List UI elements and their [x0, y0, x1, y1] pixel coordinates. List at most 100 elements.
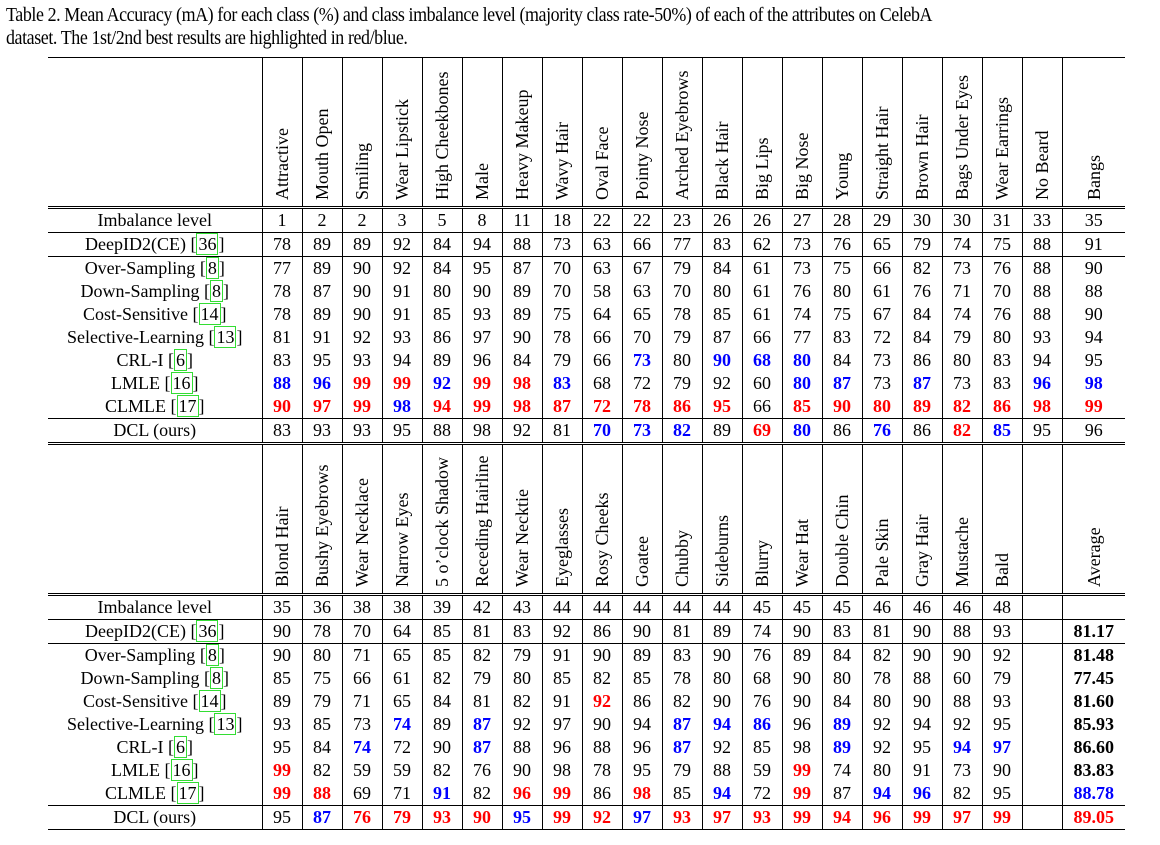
attribute-name: Black Hair: [712, 121, 732, 200]
citation-link[interactable]: 6: [174, 736, 187, 758]
accuracy-cell: 85: [661, 782, 702, 806]
accuracy-value: 82: [473, 645, 491, 665]
accuracy-value: 88: [1033, 234, 1051, 254]
imbalance-value: [1021, 593, 1062, 620]
accuracy-cell: 80: [861, 759, 902, 782]
accuracy-cell: 80: [821, 667, 862, 690]
accuracy-cell: 73: [621, 418, 662, 443]
accuracy-value: 85: [433, 645, 451, 665]
accuracy-value: 85: [433, 304, 451, 324]
citation-link[interactable]: 17: [176, 782, 199, 804]
accuracy-cell: 99: [461, 395, 502, 419]
accuracy-cell: 70: [661, 280, 702, 303]
accuracy-value: 78: [873, 668, 891, 688]
accuracy-value: 63: [593, 234, 611, 254]
accuracy-cell: 96: [621, 736, 662, 759]
citation-link[interactable]: 36: [196, 233, 219, 255]
accuracy-value: 88.78: [1073, 783, 1115, 803]
accuracy-cell: 94: [861, 782, 902, 806]
accuracy-value: 90: [793, 691, 811, 711]
citation-link[interactable]: 36: [196, 620, 219, 642]
accuracy-value: 67: [633, 258, 651, 278]
accuracy-value: 75: [993, 234, 1011, 254]
citation-link[interactable]: 17: [176, 395, 199, 417]
accuracy-value: 80: [673, 350, 691, 370]
attribute-header: 5 o’clock Shadow: [421, 444, 462, 595]
accuracy-cell: 90: [581, 643, 622, 667]
accuracy-cell: 83.83: [1061, 759, 1125, 782]
accuracy-value: 84: [833, 350, 851, 370]
accuracy-value: 86: [913, 420, 931, 440]
accuracy-cell: 80: [781, 372, 822, 395]
citation-link[interactable]: 16: [170, 759, 193, 781]
attribute-name: Brown Hair: [912, 114, 932, 200]
accuracy-value: 82: [433, 668, 451, 688]
accuracy-cell: 90: [781, 690, 822, 713]
citation-link[interactable]: 8: [210, 280, 223, 302]
accuracy-cell: 96: [541, 736, 582, 759]
accuracy-value: 95: [913, 737, 931, 757]
method-name: Over-Sampling: [84, 645, 200, 665]
accuracy-value: 79: [673, 760, 691, 780]
accuracy-value: 94: [873, 783, 891, 803]
citation-link[interactable]: 6: [174, 349, 187, 371]
accuracy-value: 97: [473, 327, 491, 347]
accuracy-cell: 93: [421, 805, 462, 830]
accuracy-cell: 96: [461, 349, 502, 372]
citation-link[interactable]: 8: [205, 257, 219, 279]
accuracy-value: 91: [313, 327, 331, 347]
accuracy-cell: 87: [461, 736, 502, 759]
citation-link[interactable]: 16: [170, 372, 193, 394]
citation-link[interactable]: 13: [214, 326, 237, 348]
accuracy-value: 94: [633, 714, 651, 734]
accuracy-value: 89: [513, 304, 531, 324]
attribute-name: 5 o’clock Shadow: [432, 457, 452, 587]
accuracy-value: 73: [873, 373, 891, 393]
imbalance-value: 44: [701, 593, 742, 620]
method-row: Selective-Learning [13] 81 91 92 93 86 97 90 78 6…: [48, 326, 1125, 349]
citation-link[interactable]: 14: [198, 303, 221, 325]
accuracy-value: 94: [1033, 350, 1051, 370]
caption-line-1: Table 2. Mean Accuracy (mA) for each cla…: [6, 5, 933, 26]
accuracy-value: 81: [473, 691, 491, 711]
accuracy-value: 73: [873, 350, 891, 370]
citation-link[interactable]: 8: [205, 644, 219, 666]
accuracy-cell: 89: [301, 256, 342, 280]
citation-link[interactable]: 8: [210, 667, 223, 689]
accuracy-cell: 67: [861, 303, 902, 326]
accuracy-cell: 97: [941, 805, 982, 830]
accuracy-value: 84: [313, 737, 331, 757]
accuracy-value: 78: [673, 668, 691, 688]
attribute-name: Wear Lipstick: [392, 98, 412, 200]
accuracy-value: 76: [993, 304, 1011, 324]
accuracy-value: 93: [313, 420, 331, 440]
accuracy-value: 90: [913, 645, 931, 665]
accuracy-cell: 93: [1021, 326, 1062, 349]
accuracy-value: 85: [273, 668, 291, 688]
accuracy-value: 74: [793, 304, 811, 324]
accuracy-cell: 84: [701, 256, 742, 280]
accuracy-cell: 61: [741, 280, 782, 303]
accuracy-cell: 72: [621, 372, 662, 395]
accuracy-value: 73: [793, 234, 811, 254]
attribute-name: Mouth Open: [312, 108, 332, 201]
accuracy-value: 80: [993, 327, 1011, 347]
accuracy-cell: 98: [1021, 395, 1062, 419]
citation-link[interactable]: 14: [198, 690, 221, 712]
accuracy-cell: 88: [1021, 280, 1062, 303]
attribute-header: Bangs: [1061, 57, 1125, 208]
imbalance-value: 45: [741, 593, 782, 620]
accuracy-value: 97: [713, 807, 731, 827]
method-name: LMLE: [111, 373, 165, 393]
accuracy-cell: 81.60: [1061, 690, 1125, 713]
accuracy-value: 96: [1084, 420, 1103, 440]
accuracy-cell: 60: [741, 372, 782, 395]
accuracy-cell: 68: [741, 349, 782, 372]
accuracy-cell: 99: [261, 782, 302, 806]
accuracy-cell: 90: [821, 395, 862, 419]
accuracy-value: 71: [953, 281, 971, 301]
attribute-name: Pointy Nose: [632, 111, 652, 200]
accuracy-cell: 93: [661, 805, 702, 830]
accuracy-cell: 78: [261, 232, 302, 257]
citation-link[interactable]: 13: [214, 713, 237, 735]
